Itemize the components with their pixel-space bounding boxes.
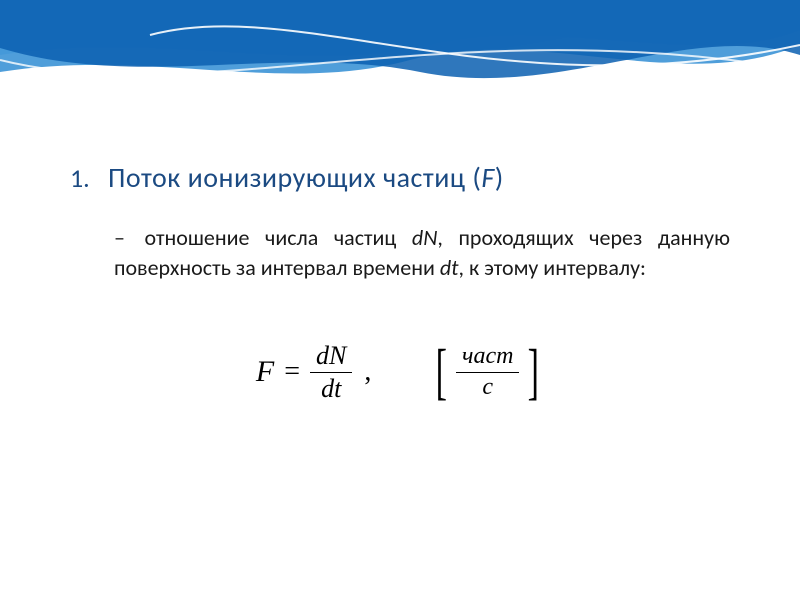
list-number: 1. bbox=[70, 162, 90, 194]
title-symbol-var: F bbox=[481, 160, 494, 195]
unit-fraction: част с bbox=[456, 344, 519, 400]
title-line: 1. Поток ионизирующих частиц (F) bbox=[70, 160, 730, 195]
frac-denominator: dt bbox=[315, 375, 347, 402]
unit-denominator: с bbox=[476, 375, 499, 400]
desc-dash: – bbox=[114, 224, 125, 251]
desc-var1: dN bbox=[412, 224, 438, 251]
eq-fraction: dN dt bbox=[310, 342, 352, 402]
frac-numerator: dN bbox=[310, 342, 352, 369]
formula-row: F = dN dt , [ част с ] bbox=[70, 342, 730, 402]
description: – отношение числа частиц dN, проходящих … bbox=[114, 223, 730, 282]
desc-part1: отношение числа частиц bbox=[145, 224, 412, 251]
title-symbol-close: ) bbox=[495, 160, 504, 195]
eq-lhs: F bbox=[256, 355, 274, 389]
equation: F = dN dt , bbox=[256, 342, 371, 402]
unit-block: [ част с ] bbox=[431, 344, 544, 400]
desc-var2: dt bbox=[440, 254, 459, 281]
unit-bar bbox=[456, 372, 519, 374]
eq-comma: , bbox=[364, 356, 371, 388]
slide-content: 1. Поток ионизирующих частиц (F) – отнош… bbox=[70, 160, 730, 402]
bracket-right: ] bbox=[528, 348, 539, 398]
title-main-text: Поток ионизирующих частиц bbox=[108, 160, 466, 195]
desc-part3: , к этому интервалу: bbox=[459, 254, 646, 281]
frac-bar bbox=[310, 372, 352, 374]
header-wave bbox=[0, 0, 800, 140]
bracket-left: [ bbox=[436, 348, 447, 398]
wave-svg bbox=[0, 0, 800, 140]
slide-title: Поток ионизирующих частиц (F) bbox=[108, 160, 504, 195]
unit-numerator: част bbox=[456, 344, 519, 369]
eq-equals: = bbox=[284, 356, 300, 388]
